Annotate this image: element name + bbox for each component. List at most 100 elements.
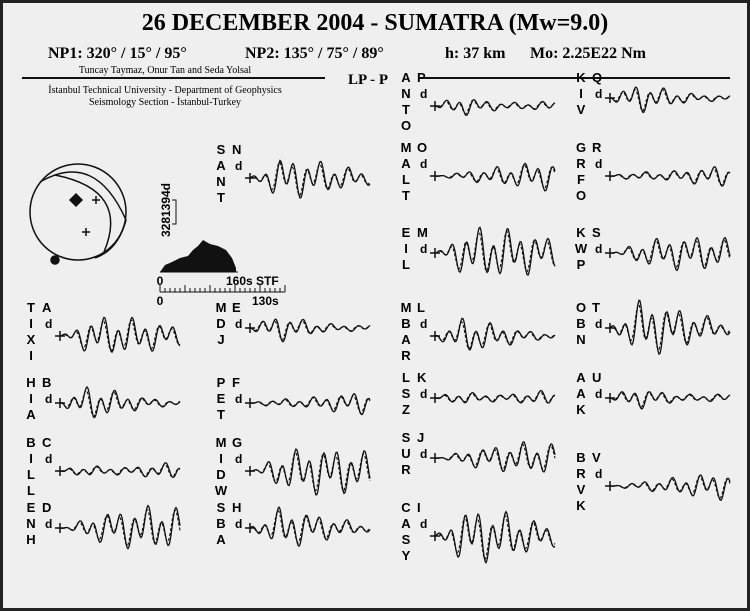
station-label: D	[42, 500, 51, 515]
observed-waveform	[609, 390, 731, 410]
np2: NP2: 135° / 75° / 89°	[245, 45, 384, 62]
stf	[160, 240, 236, 272]
time-label: 130s	[252, 294, 279, 308]
station-sub: d	[595, 387, 602, 401]
station-label: S	[592, 225, 601, 240]
station: OBN Td	[574, 299, 731, 356]
station-sub: d	[420, 387, 427, 401]
station: EIL Md	[399, 225, 556, 277]
station-label: C	[42, 435, 52, 450]
station-label: T	[592, 300, 600, 315]
station: BILL Cd	[24, 435, 181, 499]
observed-waveform	[609, 166, 731, 187]
station-label: G	[232, 435, 242, 450]
synthetic-waveform	[434, 230, 556, 273]
station-name: LSZ	[399, 370, 414, 418]
station-name: KIV	[574, 70, 589, 118]
station-name: MDJ	[214, 300, 229, 348]
station-sub: d	[595, 157, 602, 171]
station-name: BRVK	[574, 450, 589, 514]
station: ENH Dd	[24, 500, 181, 550]
amplitude-scale: 3281394d	[159, 183, 173, 237]
synthetic-waveform	[609, 303, 731, 351]
stf-zero: 0	[157, 274, 164, 288]
station: AAK Ud	[574, 370, 731, 418]
station-name: EIL	[399, 225, 414, 273]
station-sub: d	[420, 517, 427, 531]
station: SBA Hd	[214, 500, 371, 548]
observed-waveform	[249, 506, 371, 548]
station-label: R	[592, 140, 602, 155]
station-name: AAK	[574, 370, 589, 418]
synthetic-waveform	[609, 391, 731, 408]
station-name: MIDW	[214, 435, 229, 499]
station-sub: d	[420, 242, 427, 256]
station-sub: d	[420, 317, 427, 331]
station: MIDW Gd	[214, 435, 371, 499]
station: TIXI Ad	[24, 300, 181, 364]
station-sub: d	[235, 392, 242, 406]
affiliation: İstanbul Technical University - Departme…	[48, 84, 282, 96]
station-label: L	[417, 300, 425, 315]
station-label: V	[592, 450, 601, 465]
station: LSZ Kd	[399, 370, 556, 418]
station: ANTO Pd	[399, 70, 556, 134]
synthetic-waveform	[59, 508, 181, 547]
station-sub: d	[595, 467, 602, 481]
station-label: K	[417, 370, 427, 385]
station-sub: d	[235, 159, 242, 173]
station-sub: d	[420, 157, 427, 171]
synthetic-waveform	[434, 443, 556, 471]
station: MALT Od	[399, 140, 556, 204]
np1: NP1: 320° / 15° / 95°	[48, 45, 187, 62]
title: 26 DECEMBER 2004 - SUMATRA (Mw=9.0)	[142, 10, 609, 36]
station-sub: d	[45, 452, 52, 466]
station-name: KWP	[574, 225, 589, 273]
synthetic-waveform	[609, 239, 731, 269]
observed-waveform	[434, 226, 556, 277]
observed-waveform	[434, 317, 556, 351]
station-name: SBA	[214, 500, 229, 548]
observed-waveform	[434, 389, 556, 404]
station-label: F	[232, 375, 240, 390]
affiliation: Seismology Section - İstanbul-Turkey	[89, 96, 241, 108]
observed-waveform	[59, 385, 181, 419]
station: HIA Bd	[24, 375, 181, 423]
station-label: A	[42, 300, 52, 315]
synthetic-waveform	[609, 475, 731, 499]
station: GRFO Rd	[574, 140, 731, 204]
station-label: N	[232, 142, 241, 157]
station-sub: d	[45, 317, 52, 331]
station-label: J	[417, 430, 424, 445]
synthetic-waveform	[249, 509, 371, 544]
authors: Tuncay Taymaz, Onur Tan and Seda Yolsal	[79, 65, 252, 76]
station-name: MALT	[399, 140, 414, 204]
focal-mechanism	[29, 163, 127, 265]
observed-waveform	[609, 299, 731, 356]
station-label: M	[417, 225, 428, 240]
station-label: O	[417, 140, 427, 155]
station-name: TIXI	[24, 300, 39, 364]
observed-waveform	[59, 462, 181, 479]
station: PET Fd	[214, 375, 371, 423]
station: MBAR Ld	[399, 300, 556, 364]
synthetic-waveform	[59, 389, 181, 417]
station: SUR Jd	[399, 430, 556, 478]
station-label: U	[592, 370, 601, 385]
station-name: CASY	[399, 500, 414, 564]
station: MDJ Ed	[214, 300, 371, 348]
station-name: BILL	[24, 435, 39, 499]
observed-waveform	[59, 504, 181, 550]
station-name: HIA	[24, 375, 39, 423]
station: SANT Nd	[214, 142, 371, 206]
station-sub: d	[595, 317, 602, 331]
station-label: B	[42, 375, 51, 390]
synthetic-waveform	[249, 395, 371, 414]
synthetic-waveform	[249, 320, 371, 341]
station-name: MBAR	[399, 300, 414, 364]
synthetic-waveform	[434, 164, 556, 189]
depth: h: 37 km	[445, 45, 506, 62]
station-label: E	[232, 300, 241, 315]
synthetic-waveform	[249, 162, 371, 196]
